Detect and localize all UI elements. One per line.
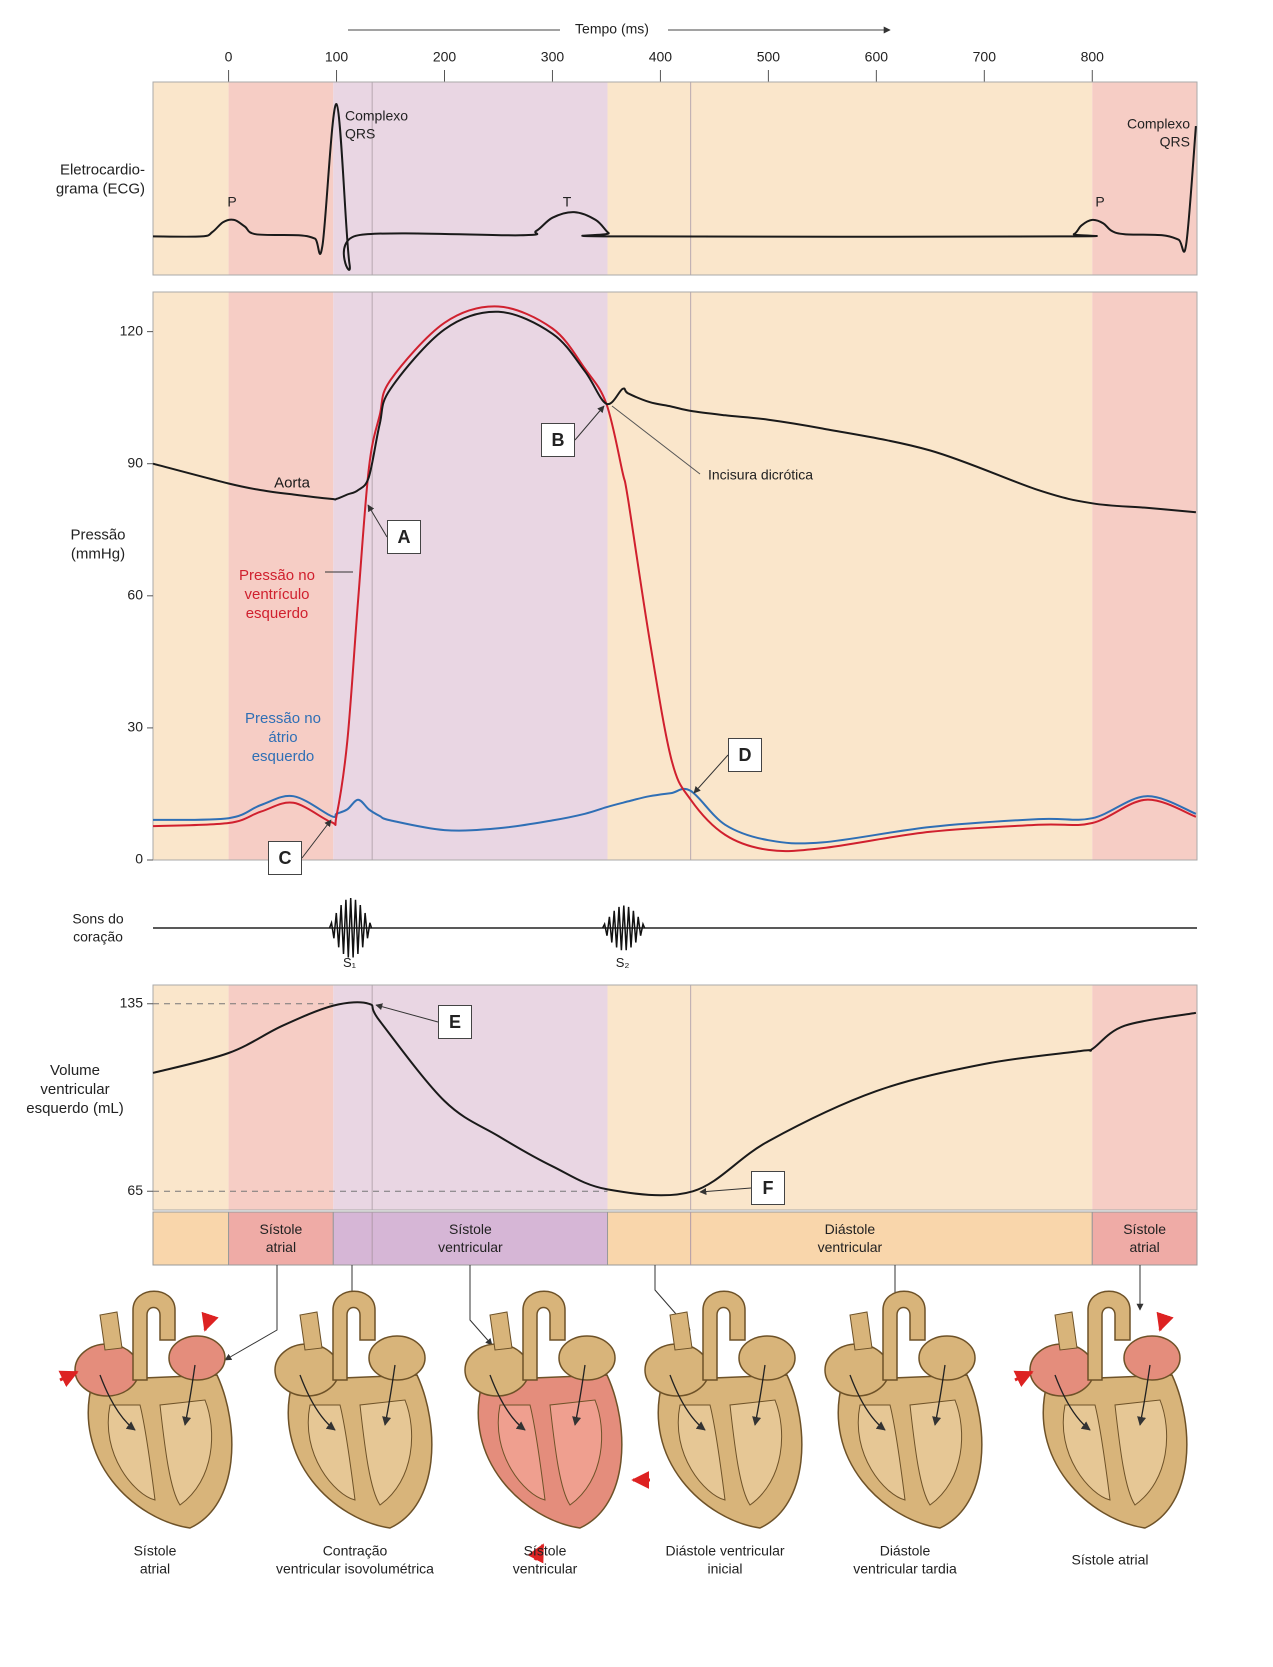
heart-caption: Sístole ventricular (513, 1543, 578, 1578)
y-tick-label: 60 (127, 587, 143, 603)
y-axis-title: Sons do coração (72, 911, 123, 946)
phase-bar (153, 1212, 229, 1265)
sound-label: S₂ (616, 955, 630, 971)
heart-caption: Diástole ventricular tardia (853, 1543, 957, 1578)
phase-label: Sístole atrial (260, 1220, 303, 1258)
heart-atrium (559, 1336, 615, 1380)
heart-vessel (1088, 1291, 1130, 1380)
heart-atrium (369, 1336, 425, 1380)
phase-band (1092, 292, 1197, 860)
phase-band (153, 82, 229, 275)
x-tick-label: 800 (1081, 49, 1105, 65)
phase-arrow (470, 1265, 492, 1345)
y-tick-label: 65 (127, 1182, 143, 1198)
phase-band (608, 985, 1093, 1210)
contraction-arrow (60, 1372, 77, 1380)
x-tick-label: 500 (757, 49, 781, 65)
callout-box: E (438, 1005, 472, 1039)
phase-band (608, 292, 1093, 860)
series-label: Aorta (274, 475, 310, 494)
ecg-wave-label: Complexo QRS (345, 108, 408, 143)
phase-arrow (225, 1265, 277, 1360)
heart-caption: Sístole atrial (1071, 1551, 1148, 1569)
heart-atrium (75, 1344, 139, 1396)
heart-illustration (75, 1291, 232, 1528)
y-tick-label: 0 (135, 851, 143, 867)
annotation: Incisura dicrótica (708, 466, 813, 484)
ecg-wave-label: Complexo QRS (1127, 116, 1190, 151)
heart-vessel (703, 1291, 745, 1380)
y-tick-label: 120 (120, 322, 144, 338)
heart-atrium (919, 1336, 975, 1380)
x-tick-label: 700 (973, 49, 997, 65)
y-tick-label: 90 (127, 454, 143, 470)
sound-label: S₁ (343, 955, 356, 971)
wiggers-diagram: 0 100 200 300 400 500 600 700 800 Tempo (ms) 0 30 60… (0, 0, 1273, 1667)
phase-band (333, 292, 607, 860)
ecg-wave-label: P (1095, 193, 1104, 211)
heart-illustration (825, 1291, 982, 1528)
x-tick-label: 600 (865, 49, 889, 65)
page: 0 100 200 300 400 500 600 700 800 Tempo (ms) 0 30 60… (0, 0, 1273, 1667)
y-axis-title: Eletrocardio- grama (ECG) (56, 161, 145, 199)
contraction-arrow (205, 1315, 210, 1330)
callout-box: C (268, 841, 302, 875)
phase-label: Sístole atrial (1123, 1220, 1166, 1258)
contraction-arrow (1160, 1315, 1165, 1330)
y-tick-label: 135 (120, 994, 144, 1010)
phase-band (229, 985, 334, 1210)
heart-illustration (465, 1291, 622, 1528)
series-label: Pressão no átrio esquerdo (245, 710, 321, 766)
ecg-wave-label: P (227, 193, 236, 211)
y-axis-title: Pressão (mmHg) (70, 526, 125, 564)
heart-caption: Contração ventricular isovolumétrica (276, 1543, 434, 1578)
heart-atrium (275, 1344, 339, 1396)
x-tick-label: 200 (433, 49, 457, 65)
heart-illustration (275, 1291, 432, 1528)
heart-illustration (1030, 1291, 1187, 1528)
heart-caption: Sístole atrial (134, 1543, 177, 1578)
phase-label: Diástole ventricular (818, 1220, 883, 1258)
x-tick-label: 0 (225, 49, 233, 65)
heart-vessel (523, 1291, 565, 1380)
x-tick-label: 300 (541, 49, 565, 65)
x-axis-title: Tempo (ms) (575, 21, 649, 37)
x-tick-label: 400 (649, 49, 673, 65)
heart-atrium (1124, 1336, 1180, 1380)
phase-band (1092, 985, 1197, 1210)
phase-band (153, 292, 229, 860)
y-tick-label: 30 (127, 719, 143, 735)
y-axis-title: Volume ventricular esquerdo (mL) (26, 1062, 124, 1118)
heart-vessel (333, 1291, 375, 1380)
heart-atrium (739, 1336, 795, 1380)
callout-box: D (728, 738, 762, 772)
heart-atrium (825, 1344, 889, 1396)
ecg-wave-label: T (563, 193, 572, 211)
x-tick-label: 100 (325, 49, 349, 65)
heart-atrium (169, 1336, 225, 1380)
heart-vessel (133, 1291, 175, 1380)
phase-band (153, 985, 229, 1210)
callout-box: F (751, 1171, 785, 1205)
contraction-arrow (1015, 1372, 1032, 1380)
phase-label: Sístole ventricular (438, 1220, 503, 1258)
heart-atrium (645, 1344, 709, 1396)
callout-box: B (541, 423, 575, 457)
heart-vessel (883, 1291, 925, 1380)
callout-box: A (387, 520, 421, 554)
heart-atrium (1030, 1344, 1094, 1396)
series-label: Pressão no ventrículo esquerdo (239, 567, 315, 623)
heart-illustration (645, 1291, 802, 1528)
heart-atrium (465, 1344, 529, 1396)
phase-band (608, 82, 1093, 275)
heart-caption: Diástole ventricular inicial (665, 1543, 784, 1578)
